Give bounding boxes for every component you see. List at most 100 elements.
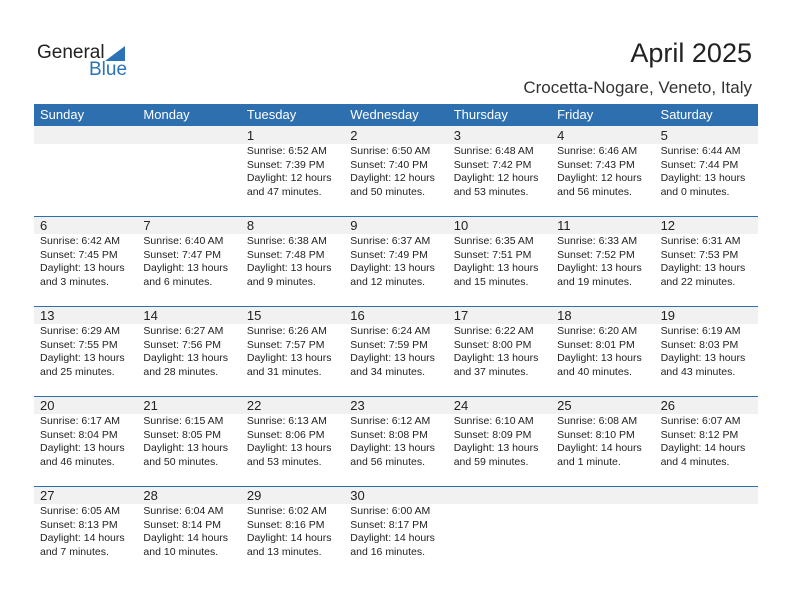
daylight-minutes-text: and 4 minutes.	[660, 455, 730, 468]
day-number-band	[34, 216, 758, 234]
daylight-text: Daylight: 12 hours	[453, 172, 539, 184]
day-number: 17	[453, 308, 469, 323]
day-number: 21	[143, 398, 158, 413]
daylight-minutes-text: and 6 minutes.	[143, 275, 213, 288]
daylight-minutes-text: and 15 minutes.	[453, 275, 529, 288]
daylight-minutes-text: and 13 minutes.	[246, 545, 322, 558]
daylight-minutes-text: and 46 minutes.	[40, 455, 115, 468]
sunrise-text: Sunrise: 6:24 AM	[350, 325, 431, 337]
daylight-minutes-text: and 3 minutes.	[40, 275, 109, 288]
day-number: 26	[660, 398, 676, 413]
sunset-text: Sunset: 8:00 PM	[453, 338, 532, 351]
day-number: 28	[143, 488, 158, 503]
day-cell: 30 Sunrise: 6:00 AM Sunset: 8:17 PM Dayligh…	[344, 486, 447, 576]
day-cell: 4 Sunrise: 6:46 AM Sunset: 7:43 PM Daylight…	[551, 126, 654, 216]
logo-blue: Blue	[89, 59, 128, 80]
day-cell: 2 Sunrise: 6:50 AM Sunset: 7:40 PM Daylight…	[344, 126, 447, 216]
week-row: 13 Sunrise: 6:29 AM Sunset: 7:55 PM Dayligh…	[34, 306, 758, 396]
sunset-text: Sunset: 8:03 PM	[660, 338, 739, 351]
day-cell: 20 Sunrise: 6:17 AM Sunset: 8:04 PM Dayligh…	[34, 396, 137, 486]
sunset-text: Sunset: 8:01 PM	[557, 338, 635, 351]
weekday-friday: Friday	[557, 107, 594, 122]
day-cell: 12 Sunrise: 6:31 AM Sunset: 7:53 PM Dayligh…	[655, 216, 758, 306]
daylight-text: Daylight: 12 hours	[350, 172, 435, 184]
sunset-text: Sunset: 7:49 PM	[350, 248, 428, 261]
sunset-text: Sunset: 7:55 PM	[40, 338, 118, 351]
day-number: 22	[246, 398, 262, 413]
daylight-text: Daylight: 14 hours	[246, 532, 332, 544]
day-cell: 16 Sunrise: 6:24 AM Sunset: 7:59 PM Dayligh…	[344, 306, 447, 396]
daylight-minutes-text: and 59 minutes.	[453, 455, 529, 468]
sunrise-text: Sunrise: 6:17 AM	[40, 415, 120, 427]
daylight-text: Daylight: 12 hours	[246, 172, 332, 184]
sunset-text: Sunset: 8:17 PM	[350, 518, 428, 531]
sunset-text: Sunset: 7:56 PM	[143, 338, 222, 351]
day-number: 16	[350, 308, 365, 323]
logo: General Blue	[37, 42, 132, 82]
sunrise-text: Sunrise: 6:48 AM	[453, 145, 534, 157]
day-number: 23	[350, 398, 365, 413]
day-cell: 3 Sunrise: 6:48 AM Sunset: 7:42 PM Daylight…	[448, 126, 551, 216]
sunset-text: Sunset: 8:06 PM	[246, 428, 325, 441]
day-cell: 26 Sunrise: 6:07 AM Sunset: 8:12 PM Dayligh…	[655, 396, 758, 486]
sunset-text: Sunset: 7:57 PM	[246, 338, 325, 351]
sunset-text: Sunset: 8:08 PM	[350, 428, 428, 441]
daylight-text: Daylight: 13 hours	[557, 352, 642, 364]
day-number: 14	[143, 308, 158, 323]
day-cell: 24 Sunrise: 6:10 AM Sunset: 8:09 PM Dayligh…	[448, 396, 551, 486]
daylight-minutes-text: and 53 minutes.	[453, 185, 529, 198]
daylight-text: Daylight: 14 hours	[143, 532, 229, 544]
week-row: 1 Sunrise: 6:52 AM Sunset: 7:39 PM Daylight…	[34, 126, 758, 216]
daylight-minutes-text: and 56 minutes.	[557, 185, 632, 198]
day-number: 6	[40, 218, 48, 233]
sunset-text: Sunset: 8:05 PM	[143, 428, 222, 441]
daylight-minutes-text: and 9 minutes.	[246, 275, 316, 288]
daylight-minutes-text: and 10 minutes.	[143, 545, 219, 558]
weekday-header: Sunday Monday Tuesday Wednesday Thursday Frid…	[34, 104, 758, 126]
sunset-text: Sunset: 8:10 PM	[557, 428, 635, 441]
week-row: 27 Sunrise: 6:05 AM Sunset: 8:13 PM Dayligh…	[34, 486, 758, 576]
weekday-tuesday: Tuesday	[246, 107, 297, 122]
daylight-text: Daylight: 14 hours	[660, 442, 746, 454]
daylight-text: Daylight: 12 hours	[557, 172, 642, 184]
sunrise-text: Sunrise: 6:42 AM	[40, 235, 120, 247]
daylight-minutes-text: and 50 minutes.	[350, 185, 425, 198]
day-number: 15	[246, 308, 262, 323]
day-number: 18	[557, 308, 572, 323]
daylight-text: Daylight: 13 hours	[143, 442, 229, 454]
day-number: 5	[660, 128, 668, 143]
daylight-minutes-text: and 1 minute.	[557, 455, 621, 468]
daylight-text: Daylight: 13 hours	[246, 262, 332, 274]
daylight-text: Daylight: 13 hours	[350, 262, 435, 274]
day-number: 30	[350, 488, 365, 503]
sunset-text: Sunset: 8:13 PM	[40, 518, 118, 531]
day-number-band	[34, 126, 758, 144]
logo-triangle-icon	[105, 46, 125, 61]
daylight-minutes-text: and 25 minutes.	[40, 365, 115, 378]
sunrise-text: Sunrise: 6:50 AM	[350, 145, 431, 157]
week-divider	[34, 306, 758, 307]
day-cell: 11 Sunrise: 6:33 AM Sunset: 7:52 PM Dayligh…	[551, 216, 654, 306]
week-row: 6 Sunrise: 6:42 AM Sunset: 7:45 PM Daylight…	[34, 216, 758, 306]
daylight-minutes-text: and 22 minutes.	[660, 275, 736, 288]
day-number: 25	[557, 398, 572, 413]
sunset-text: Sunset: 7:44 PM	[660, 158, 739, 171]
day-number: 4	[557, 128, 565, 143]
day-number-band	[34, 306, 758, 324]
daylight-minutes-text: and 53 minutes.	[246, 455, 322, 468]
day-number: 29	[246, 488, 262, 503]
sunrise-text: Sunrise: 6:02 AM	[246, 505, 327, 517]
sunset-text: Sunset: 7:43 PM	[557, 158, 635, 171]
week-divider	[34, 486, 758, 487]
daylight-minutes-text: and 28 minutes.	[143, 365, 219, 378]
sunrise-text: Sunrise: 6:19 AM	[660, 325, 741, 337]
sunrise-text: Sunrise: 6:12 AM	[350, 415, 431, 427]
sunrise-text: Sunrise: 6:08 AM	[557, 415, 638, 427]
day-cell: 14 Sunrise: 6:27 AM Sunset: 7:56 PM Dayligh…	[137, 306, 240, 396]
day-cell: 10 Sunrise: 6:35 AM Sunset: 7:51 PM Dayligh…	[448, 216, 551, 306]
daylight-minutes-text: and 7 minutes.	[40, 545, 109, 558]
sunrise-text: Sunrise: 6:52 AM	[246, 145, 327, 157]
daylight-minutes-text: and 56 minutes.	[350, 455, 425, 468]
sunset-text: Sunset: 8:14 PM	[143, 518, 222, 531]
day-number: 10	[453, 218, 469, 233]
